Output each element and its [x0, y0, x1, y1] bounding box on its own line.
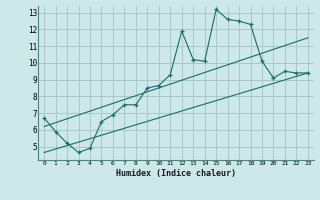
X-axis label: Humidex (Indice chaleur): Humidex (Indice chaleur)	[116, 169, 236, 178]
